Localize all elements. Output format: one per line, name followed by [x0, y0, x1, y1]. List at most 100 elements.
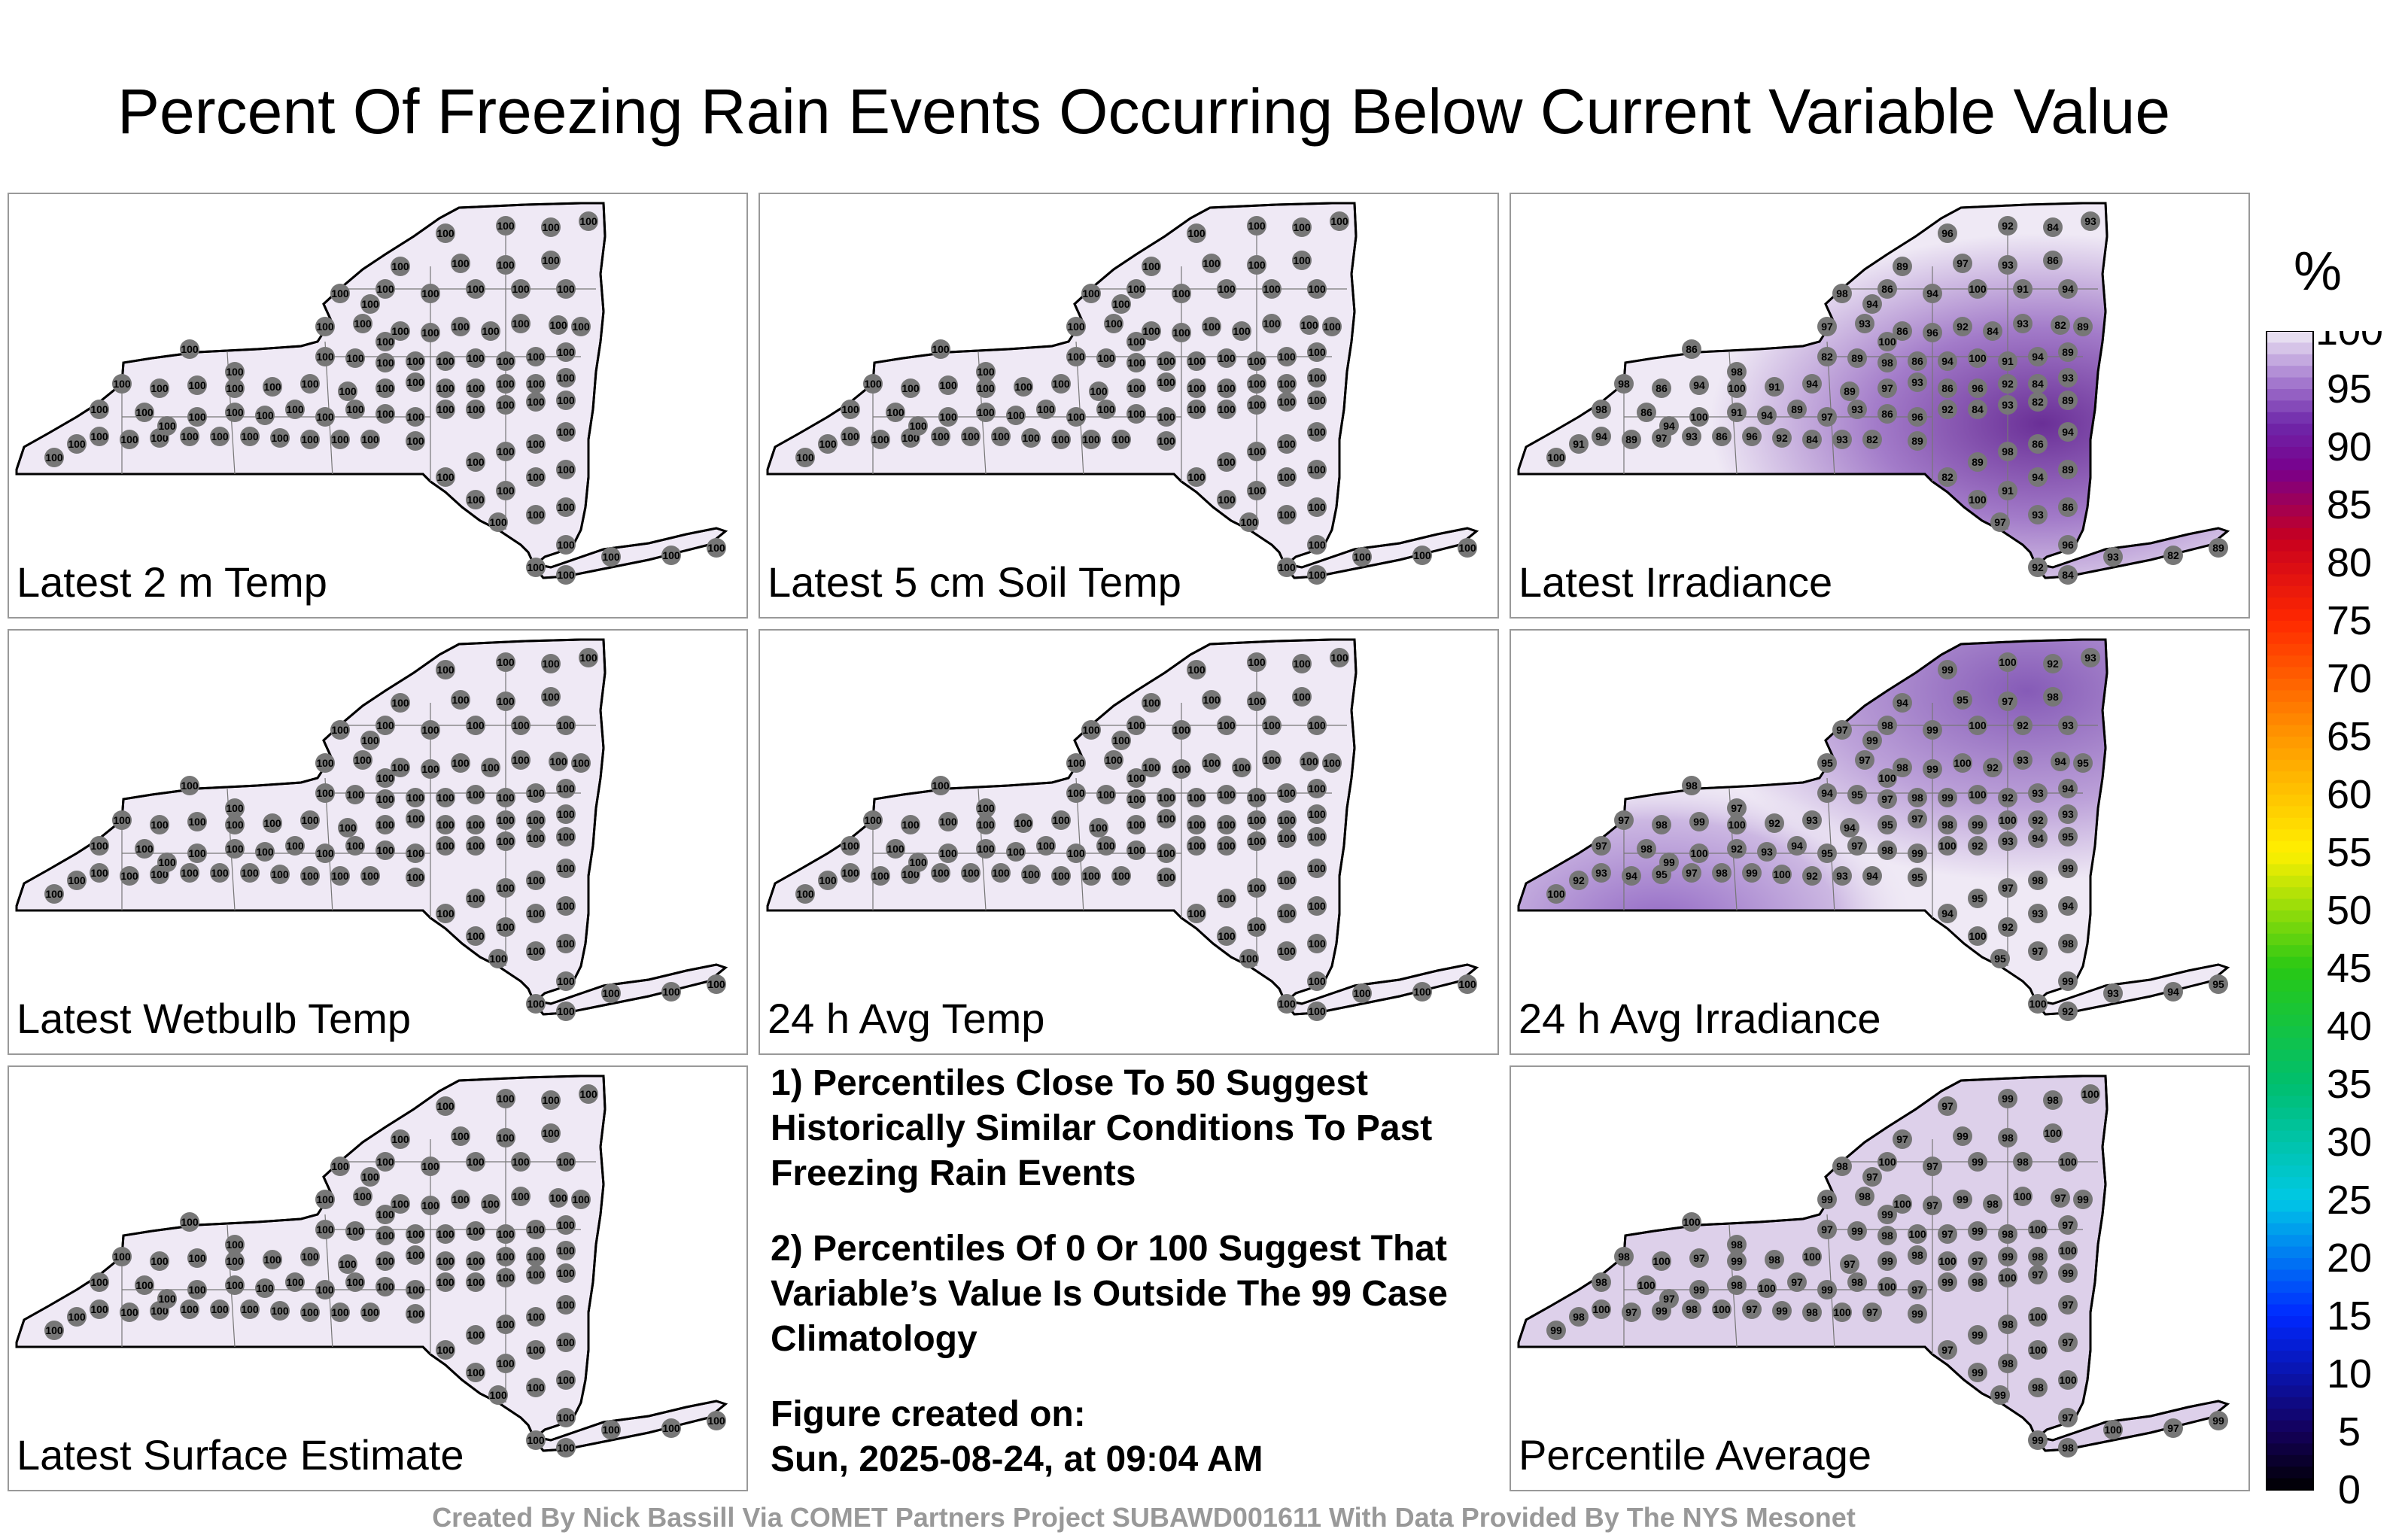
station-marker: 100	[406, 868, 425, 887]
station-value: 100	[909, 856, 927, 868]
station-value: 100	[1278, 814, 1296, 826]
station-marker: 100	[961, 427, 981, 446]
station-value: 100	[527, 1269, 545, 1281]
station-marker: 100	[938, 843, 958, 863]
station-value: 98	[2062, 938, 2074, 950]
station-marker: 100	[466, 785, 485, 804]
station-value: 95	[1994, 953, 2006, 965]
station-value: 100	[346, 840, 364, 852]
station-marker: 97	[2058, 1215, 2078, 1235]
station-marker: 93	[2103, 547, 2123, 567]
station-marker: 100	[391, 257, 410, 276]
station-value: 100	[1097, 352, 1115, 364]
station-marker: 100	[263, 377, 282, 397]
station-value: 97	[2062, 1219, 2074, 1231]
station-marker: 100	[225, 403, 245, 422]
station-marker: 100	[496, 1128, 515, 1147]
station-value: 86	[2062, 501, 2074, 513]
station-marker: 100	[1300, 752, 1319, 771]
station-value: 100	[932, 343, 950, 355]
station-marker: 93	[2028, 783, 2048, 803]
station-marker: 100	[1006, 842, 1026, 862]
station-marker: 100	[466, 452, 485, 472]
colorbar-segment	[2267, 470, 2313, 482]
station-marker: 100	[1247, 878, 1266, 898]
station-value: 100	[1112, 298, 1130, 310]
station-value: 99	[1941, 792, 1953, 804]
station-value: 93	[2032, 509, 2044, 521]
station-marker: 100	[1096, 348, 1116, 368]
station-value: 100	[226, 843, 244, 855]
station-marker: 100	[556, 368, 576, 388]
station-marker: 99	[1862, 731, 1882, 750]
station-marker: 100	[255, 842, 275, 862]
station-marker: 100	[556, 422, 576, 442]
station-marker: 99	[1968, 1221, 1987, 1241]
station-marker: 93	[1998, 255, 2017, 275]
station-value: 96	[1746, 430, 1758, 442]
colorbar-tick-label: 70	[2327, 656, 2372, 701]
colorbar-tick-label: 60	[2327, 772, 2372, 817]
station-marker: 100	[556, 535, 576, 555]
station-marker: 100	[375, 840, 395, 860]
station-marker: 100	[1126, 840, 1146, 860]
station-marker: 86	[1712, 427, 1732, 446]
station-marker: 99	[1938, 660, 1957, 679]
station-marker: 100	[1202, 753, 1221, 773]
station-value: 98	[1836, 1160, 1848, 1172]
station-value: 98	[2002, 445, 2014, 457]
station-value: 100	[1082, 287, 1100, 299]
station-marker: 84	[2043, 217, 2063, 237]
station-marker: 99	[1772, 1301, 1792, 1321]
station-marker: 100	[938, 407, 958, 427]
station-marker: 100	[1277, 904, 1297, 923]
station-value: 97	[1866, 1171, 1878, 1183]
station-value: 100	[527, 378, 545, 390]
station-value: 97	[1941, 1228, 1953, 1240]
station-marker: 100	[240, 427, 260, 446]
station-marker: 100	[1014, 377, 1033, 397]
station-value: 99	[1655, 1305, 1668, 1317]
station-value: 100	[542, 658, 560, 670]
station-marker: 100	[1968, 926, 1987, 946]
station-value: 100	[436, 792, 455, 804]
station-value: 100	[451, 1193, 470, 1205]
station-marker: 100	[150, 378, 169, 398]
station-marker: 100	[541, 654, 561, 673]
station-marker: 93	[2081, 211, 2100, 231]
station-marker: 100	[1157, 372, 1176, 392]
station-value: 100	[1293, 254, 1311, 266]
station-value: 100	[497, 399, 515, 411]
station-value: 100	[263, 817, 281, 829]
station-marker: 89	[1787, 400, 1807, 419]
station-value: 100	[1067, 351, 1085, 363]
station-marker: 84	[1983, 321, 2002, 341]
station-value: 100	[1218, 283, 1236, 295]
station-value: 100	[90, 430, 108, 442]
station-value: 100	[557, 1005, 575, 1017]
station-marker: 100	[526, 1307, 546, 1327]
station-marker: 100	[436, 1272, 455, 1292]
station-marker: 100	[1021, 865, 1041, 884]
colorbar-segment	[2267, 377, 2313, 390]
station-value: 100	[1090, 385, 1108, 397]
station-marker: 100	[1202, 254, 1221, 273]
station-value: 100	[1233, 761, 1251, 774]
station-marker: 100	[931, 863, 950, 883]
station-value: 100	[497, 355, 515, 367]
station-marker: 94	[1862, 866, 1882, 886]
station-value: 100	[1323, 757, 1341, 769]
station-value: 100	[819, 874, 837, 886]
station-value: 100	[2059, 1156, 2077, 1168]
station-marker: 100	[436, 1340, 455, 1360]
station-value: 86	[1896, 325, 1908, 337]
station-value: 100	[1052, 814, 1070, 826]
station-marker: 84	[2028, 374, 2048, 394]
station-value: 93	[1911, 376, 1923, 388]
station-value: 100	[1637, 1279, 1655, 1291]
station-marker: 100	[496, 878, 515, 898]
station-marker: 100	[1637, 1275, 1656, 1295]
station-marker: 97	[1893, 1129, 1912, 1149]
station-marker: 100	[496, 652, 515, 672]
